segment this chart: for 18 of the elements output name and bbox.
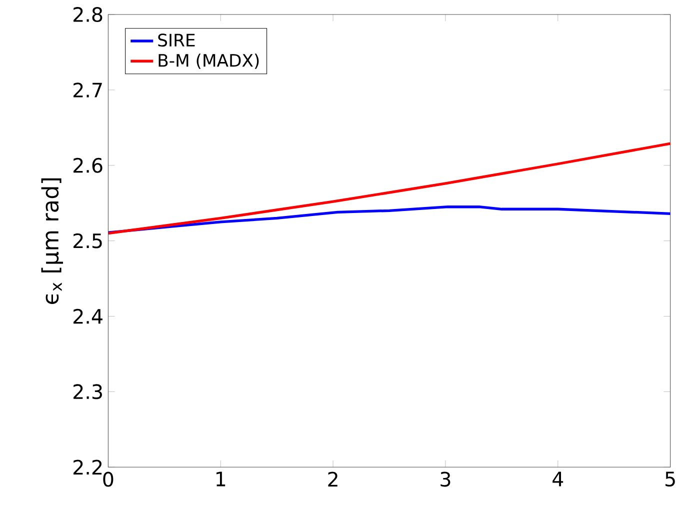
line-series xyxy=(108,206,670,234)
y-tick-label: 2.6 xyxy=(74,158,102,174)
y-tick-label: 2.7 xyxy=(74,82,102,98)
y-axis-title: ϵ$_{x}$ [μm rad] xyxy=(41,178,63,304)
y-tick-label: 2.2 xyxy=(74,460,102,475)
x-tick-label: 3 xyxy=(440,472,450,487)
x-tick-label: 5 xyxy=(666,472,675,487)
x-tick-label: 2 xyxy=(328,472,338,487)
y-tick-label: 2.8 xyxy=(74,7,102,22)
y-tick-label: 2.3 xyxy=(74,384,102,400)
x-tick-label: 4 xyxy=(552,472,564,486)
y-tick-label: 2.4 xyxy=(74,309,102,324)
legend-label: B-M (MADX) xyxy=(158,54,259,70)
x-tick-label: 0 xyxy=(103,472,114,487)
legend-label: SIRE xyxy=(158,34,195,47)
y-tick-label: 2.5 xyxy=(74,233,102,248)
line-series xyxy=(108,142,670,235)
x-tick-label: 1 xyxy=(216,472,226,486)
